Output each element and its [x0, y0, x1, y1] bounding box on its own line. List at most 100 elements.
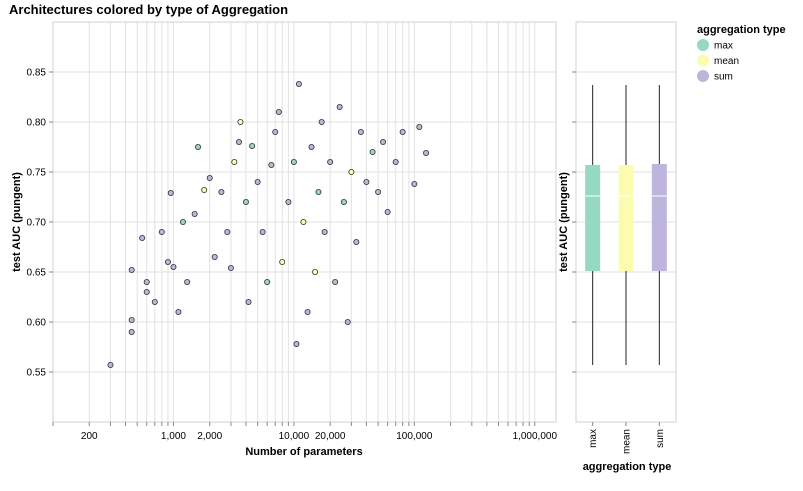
scatter-point	[184, 278, 191, 285]
scatter-point	[211, 253, 218, 260]
scatter-point	[318, 119, 325, 126]
box-x-axis-title: aggregation type	[583, 461, 672, 473]
box-x-tick-label: max	[588, 429, 599, 448]
x-tick-label: 100,000	[396, 431, 433, 442]
box-y-axis	[572, 71, 576, 373]
box-marks	[585, 85, 667, 365]
scatter-x-axis-title: Number of parameters	[245, 446, 362, 458]
scatter-point	[128, 266, 135, 273]
scatter-point	[384, 208, 391, 215]
scatter-point	[375, 188, 382, 195]
scatter-point	[167, 189, 174, 196]
scatter-y-axis: 0.55 0.60 0.65 0.70 0.75 0.80 0.85	[27, 68, 53, 379]
x-tick-label: 200	[81, 431, 98, 442]
scatter-point	[416, 124, 423, 131]
box-iqr	[618, 165, 634, 271]
box-iqr	[585, 165, 601, 271]
scatter-point	[290, 158, 297, 165]
scatter-point	[224, 228, 231, 235]
scatter-point	[285, 198, 292, 205]
scatter-point	[151, 298, 158, 305]
x-tick-label: 20,000	[315, 431, 346, 442]
y-tick-label: 0.80	[27, 118, 47, 129]
scatter-point	[195, 143, 202, 150]
scatter-point	[128, 316, 135, 323]
scatter-point	[279, 258, 286, 265]
scatter-point	[295, 81, 302, 88]
legend-label: max	[714, 41, 733, 52]
legend-label: mean	[714, 56, 739, 67]
scatter-point	[369, 148, 376, 155]
scatter-point	[327, 158, 334, 165]
scatter-point	[312, 268, 319, 275]
x-tick-label: 1,000,000	[513, 431, 558, 442]
scatter-point	[399, 128, 406, 135]
scatter-point	[242, 198, 249, 205]
scatter-point	[353, 238, 360, 245]
scatter-grid	[52, 22, 556, 422]
scatter-point	[231, 158, 238, 165]
box-iqr	[651, 164, 667, 271]
scatter-point	[235, 138, 242, 145]
scatter-point	[164, 258, 171, 265]
y-tick-label: 0.75	[27, 168, 47, 179]
x-tick-label: 10,000	[279, 431, 310, 442]
scatter-point	[237, 119, 244, 126]
scatter-point	[191, 210, 198, 217]
scatter-point	[380, 138, 387, 145]
scatter-point	[268, 161, 275, 168]
scatter-point	[206, 174, 213, 181]
scatter-point	[308, 143, 315, 150]
box-x-axis: max mean sum	[588, 422, 666, 454]
legend-label: sum	[714, 72, 733, 83]
y-tick-label: 0.55	[27, 368, 47, 379]
scatter-point	[321, 228, 328, 235]
legend: max mean sum	[697, 39, 739, 83]
legend-item-max: max	[697, 39, 733, 52]
scatter-point	[300, 218, 307, 225]
scatter-point	[272, 128, 279, 135]
scatter-point	[304, 308, 311, 315]
y-tick-label: 0.65	[27, 268, 47, 279]
chart-title: Architectures colored by type of Aggrega…	[9, 2, 288, 17]
scatter-point	[392, 158, 399, 165]
scatter-point	[170, 263, 177, 270]
scatter-point	[128, 328, 135, 335]
box-y-axis-title: test AUC (pungent)	[558, 172, 570, 272]
scatter-y-axis-title: test AUC (pungent)	[11, 172, 23, 272]
scatter-point	[275, 109, 282, 116]
box-x-tick-label: sum	[655, 429, 666, 448]
scatter-point	[107, 361, 114, 368]
scatter-point	[348, 168, 355, 175]
legend-item-sum: sum	[697, 70, 733, 83]
scatter-point	[264, 278, 271, 285]
y-tick-label: 0.85	[27, 68, 47, 79]
legend-item-mean: mean	[697, 54, 739, 67]
scatter-x-axis: 200 1,000 2,000 10,000 20,000 100,000 1,000,00…	[52, 422, 558, 442]
scatter-point	[254, 178, 261, 185]
scatter-point	[344, 318, 351, 325]
scatter-point	[336, 104, 343, 111]
scatter-point	[158, 228, 165, 235]
legend-swatch	[697, 39, 709, 51]
scatter-point	[332, 278, 339, 285]
scatter-point	[259, 228, 266, 235]
legend-swatch	[697, 54, 709, 67]
scatter-point	[249, 142, 256, 149]
scatter-point	[315, 188, 322, 195]
y-tick-label: 0.60	[27, 318, 47, 329]
x-tick-label: 2,000	[197, 431, 222, 442]
x-tick-label: 1,000	[161, 431, 186, 442]
scatter-point	[175, 308, 182, 315]
scatter-point	[357, 128, 364, 135]
scatter-point	[218, 188, 225, 195]
scatter-point	[411, 180, 418, 187]
scatter-point	[245, 298, 252, 305]
scatter-point	[227, 264, 234, 271]
scatter-point	[363, 178, 370, 185]
y-tick-label: 0.70	[27, 218, 47, 229]
scatter-point	[139, 234, 146, 241]
scatter-points	[107, 81, 430, 368]
